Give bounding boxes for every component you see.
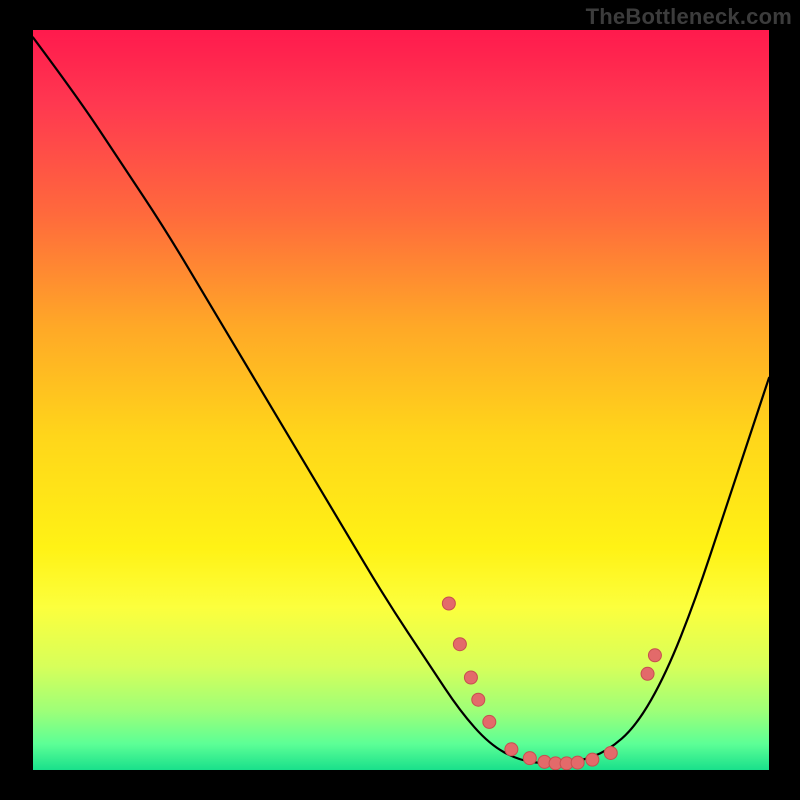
marker-dot	[523, 752, 536, 765]
marker-dot	[464, 671, 477, 684]
marker-dot	[648, 649, 661, 662]
marker-dot	[453, 638, 466, 651]
marker-dot	[483, 715, 496, 728]
plot-area	[33, 30, 769, 770]
watermark-text: TheBottleneck.com	[586, 4, 792, 30]
marker-dot	[472, 693, 485, 706]
chart-container: TheBottleneck.com	[0, 0, 800, 800]
marker-dot	[641, 667, 654, 680]
marker-dot	[571, 756, 584, 769]
marker-dot	[586, 753, 599, 766]
marker-dot	[505, 743, 518, 756]
chart-svg	[33, 30, 769, 770]
marker-dot	[442, 597, 455, 610]
marker-dot	[604, 746, 617, 759]
